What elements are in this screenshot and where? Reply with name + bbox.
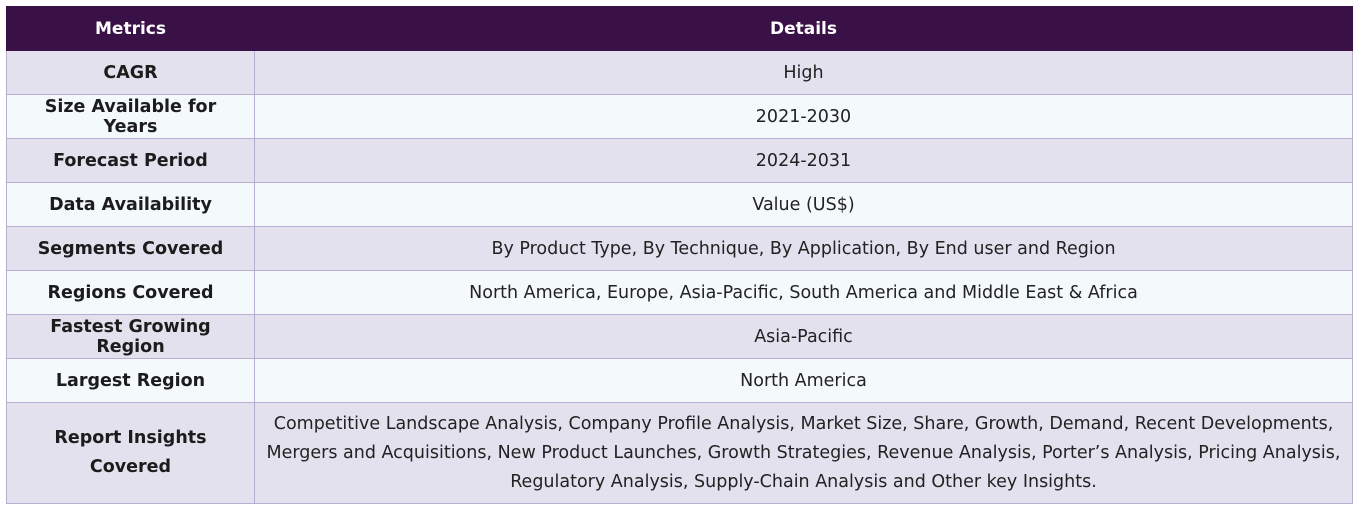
- header-details: Details: [254, 6, 1353, 51]
- details-cell: Competitive Landscape Analysis, Company …: [254, 402, 1353, 504]
- details-cell: By Product Type, By Technique, By Applic…: [254, 226, 1353, 271]
- metric-cell: Size Available for Years: [6, 94, 255, 139]
- details-cell: 2024-2031: [254, 138, 1353, 183]
- details-cell: North America: [254, 358, 1353, 403]
- metric-cell: Report Insights Covered: [6, 402, 255, 504]
- details-cell: 2021-2030: [254, 94, 1353, 139]
- details-cell: North America, Europe, Asia-Pacific, Sou…: [254, 270, 1353, 315]
- table-row: CAGR High: [6, 50, 1353, 95]
- table-row: Data Availability Value (US$): [6, 182, 1353, 227]
- table-header-row: Metrics Details: [6, 6, 1353, 51]
- table-row: Size Available for Years 2021-2030: [6, 94, 1353, 139]
- table-row: Forecast Period 2024-2031: [6, 138, 1353, 183]
- details-cell: Value (US$): [254, 182, 1353, 227]
- metric-cell: Fastest Growing Region: [6, 314, 255, 359]
- details-cell: Asia-Pacific: [254, 314, 1353, 359]
- table-row: Largest Region North America: [6, 358, 1353, 403]
- metric-cell: Forecast Period: [6, 138, 255, 183]
- table-row: Report Insights Covered Competitive Land…: [6, 402, 1353, 504]
- metrics-table: Metrics Details CAGR High Size Available…: [6, 6, 1353, 504]
- metric-cell: Largest Region: [6, 358, 255, 403]
- details-cell: High: [254, 50, 1353, 95]
- header-metrics: Metrics: [6, 6, 255, 51]
- metric-cell: Regions Covered: [6, 270, 255, 315]
- table-row: Fastest Growing Region Asia-Pacific: [6, 314, 1353, 359]
- table-row: Segments Covered By Product Type, By Tec…: [6, 226, 1353, 271]
- metric-cell: Segments Covered: [6, 226, 255, 271]
- metrics-table-container: Metrics Details CAGR High Size Available…: [6, 6, 1353, 504]
- metric-cell: CAGR: [6, 50, 255, 95]
- metric-cell: Data Availability: [6, 182, 255, 227]
- table-row: Regions Covered North America, Europe, A…: [6, 270, 1353, 315]
